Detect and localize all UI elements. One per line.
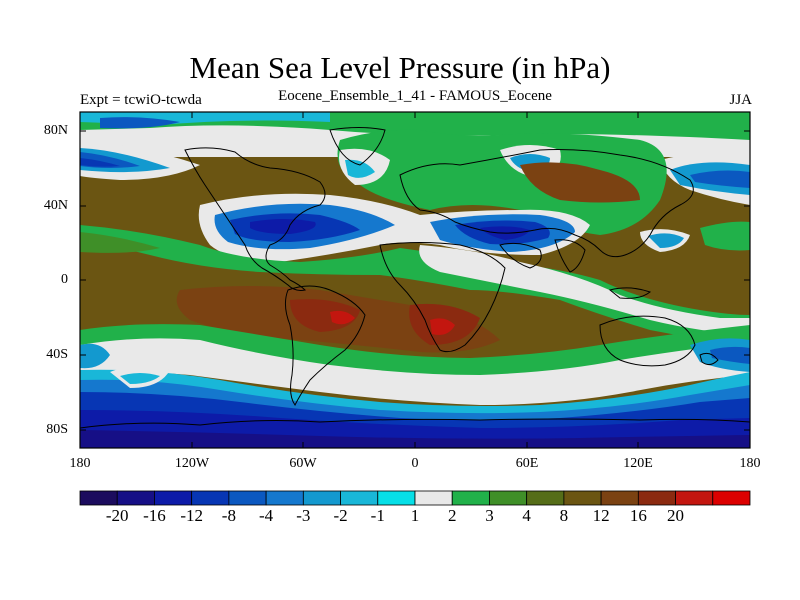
colorbar-label: -4 (259, 506, 274, 525)
pressure-field (80, 112, 750, 448)
lon-tick-120w: 120W (174, 456, 210, 471)
colorbar-swatch (451, 490, 490, 506)
colorbar-swatch (675, 490, 714, 506)
colorbar-swatch (526, 490, 565, 506)
colorbar-swatch (414, 490, 453, 506)
colorbar-label: 2 (447, 506, 457, 525)
lon-tick-0: 0 (411, 456, 419, 471)
colorbar-label: -1 (370, 506, 385, 525)
colorbar-label: -12 (180, 506, 203, 525)
colorbar-swatch (228, 490, 267, 506)
colorbar-label: 12 (592, 506, 610, 525)
colorbar-label: 20 (667, 506, 685, 525)
coastlines (80, 127, 750, 429)
colorbar-swatch (712, 490, 751, 506)
season-label: JJA (729, 92, 752, 108)
colorbar-swatch (377, 490, 416, 506)
experiment-label: Expt = tcwiO-tcwda (80, 92, 202, 108)
colorbar-label: -2 (333, 506, 348, 525)
lon-tick-180w: 180 (69, 456, 91, 471)
colorbar-swatch (79, 490, 118, 506)
colorbar-label: -8 (221, 506, 236, 525)
colorbar-label: 3 (485, 506, 494, 525)
map-title: Mean Sea Level Pressure (in hPa) (189, 50, 611, 85)
colorbar-swatch (489, 490, 528, 506)
lat-tick-80s: 80S (46, 422, 68, 437)
colorbar-label: 16 (629, 506, 647, 525)
ensemble-subtitle: Eocene_Ensemble_1_41 - FAMOUS_Eocene (278, 88, 552, 104)
lon-tick-120e: 120E (623, 456, 653, 471)
colorbar (79, 490, 751, 506)
colorbar-swatch (191, 490, 230, 506)
colorbar-swatch (154, 490, 193, 506)
colorbar-label: 4 (522, 506, 531, 525)
lat-tick-80n: 80N (43, 123, 68, 138)
lon-tick-60e: 60E (515, 456, 539, 471)
colorbar-swatch (302, 490, 341, 506)
colorbar-swatch (600, 490, 639, 506)
lon-tick-180e: 180 (739, 456, 761, 471)
colorbar-swatch (340, 490, 379, 506)
colorbar-swatch (116, 490, 155, 506)
colorbar-label: 8 (559, 506, 569, 525)
colorbar-swatch (563, 490, 602, 506)
colorbar-swatch (265, 490, 304, 506)
lat-tick-0: 0 (61, 272, 68, 287)
axis-ticks (79, 112, 751, 448)
colorbar-label: -3 (296, 506, 311, 525)
colorbar-label: 1 (410, 506, 420, 525)
lon-tick-60w: 60W (289, 456, 317, 471)
colorbar-label: -16 (143, 506, 166, 525)
lat-tick-40s: 40S (46, 347, 68, 362)
colorbar-label: -20 (105, 506, 129, 525)
lat-tick-40n: 40N (43, 198, 68, 213)
colorbar-swatch (637, 490, 676, 506)
